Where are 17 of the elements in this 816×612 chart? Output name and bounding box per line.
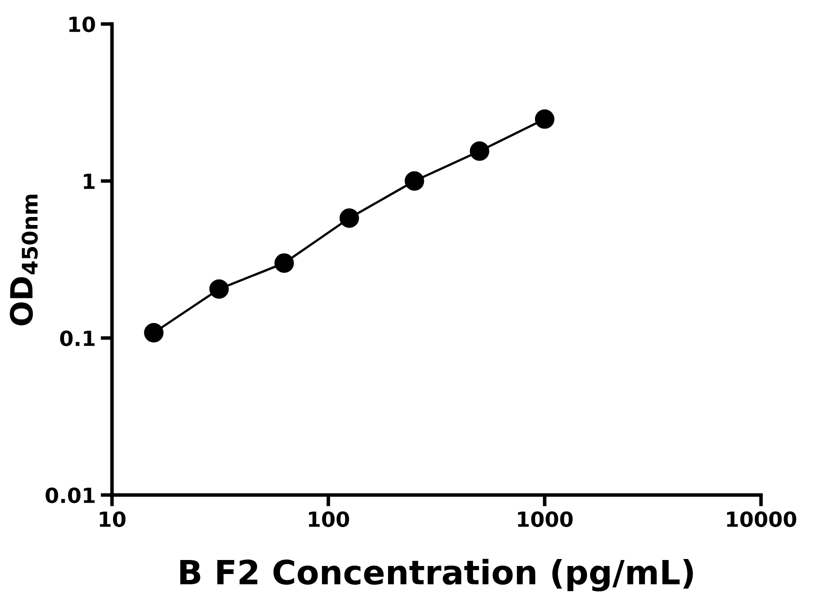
y-tick-label: 10 bbox=[69, 16, 96, 32]
point bbox=[274, 253, 294, 273]
x-tick-label: 1000 bbox=[518, 511, 573, 528]
point bbox=[534, 109, 554, 129]
point bbox=[404, 171, 424, 191]
y-tick-label: 1 bbox=[84, 174, 95, 189]
point bbox=[470, 141, 490, 161]
x-axis-title: B F2 Concentration (pg/mL) bbox=[180, 558, 693, 592]
x-tick-label: 10 bbox=[100, 511, 126, 528]
y-tick-label: 0.01 bbox=[46, 487, 95, 504]
y-axis-title: OD$_{450nm}$ bbox=[10, 194, 38, 326]
y-tick-label: 0.1 bbox=[60, 330, 95, 346]
x-tick-label: 10000 bbox=[727, 511, 796, 528]
point bbox=[340, 208, 360, 228]
point bbox=[209, 279, 229, 299]
point bbox=[144, 323, 164, 342]
x-tick-label: 100 bbox=[308, 511, 350, 528]
